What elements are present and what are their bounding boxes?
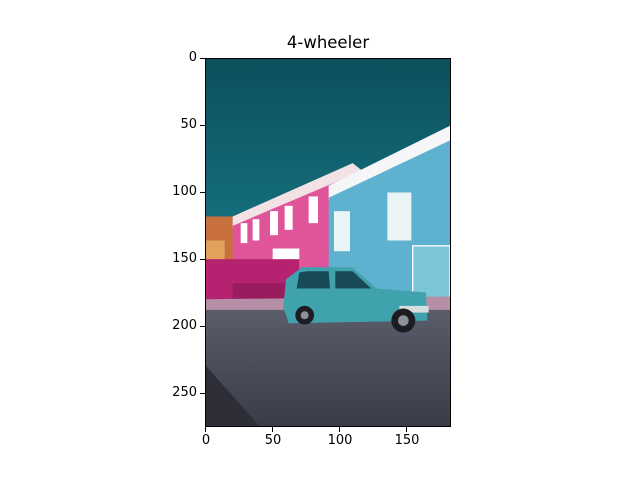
x-tick-mark: [339, 427, 340, 432]
car: [283, 267, 429, 333]
image-axes: [205, 58, 451, 427]
y-tick-label: 0: [188, 50, 197, 65]
car-hubcap: [398, 315, 409, 326]
y-tick-label: 100: [172, 184, 197, 199]
x-tick-label: 0: [201, 433, 211, 448]
x-tick-label: 150: [394, 433, 420, 448]
car-bumper: [399, 305, 429, 313]
x-tick-mark: [406, 427, 407, 432]
y-tick-mark: [200, 125, 205, 126]
x-tick-mark: [272, 427, 273, 432]
y-tick-label: 250: [172, 385, 197, 400]
y-tick-mark: [200, 393, 205, 394]
y-tick-mark: [200, 259, 205, 260]
x-tick-label: 50: [264, 433, 282, 448]
road-shadow: [206, 365, 260, 426]
pink-house-window: [270, 211, 278, 236]
car-hubcap: [300, 311, 309, 320]
pink-house-window: [240, 223, 248, 244]
y-tick-mark: [200, 326, 205, 327]
car-window: [335, 271, 372, 289]
plot-title: 4-wheeler: [286, 33, 370, 52]
car-window: [296, 271, 330, 289]
pink-house-window: [252, 219, 260, 241]
y-tick-label: 50: [180, 117, 197, 132]
pink-house-window: [308, 196, 318, 224]
y-tick-mark: [200, 58, 205, 59]
x-tick-mark: [205, 427, 206, 432]
x-tick-label: 100: [327, 433, 353, 448]
y-tick-mark: [200, 192, 205, 193]
pink-house-window: [284, 205, 293, 230]
y-tick-label: 200: [172, 318, 197, 333]
pink-house-step: [232, 283, 286, 304]
blue-house-window: [334, 211, 350, 252]
street-photo: [206, 59, 450, 426]
blue-house-roof: [328, 125, 450, 201]
blue-house-window: [387, 192, 412, 241]
y-tick-label: 150: [172, 251, 197, 266]
